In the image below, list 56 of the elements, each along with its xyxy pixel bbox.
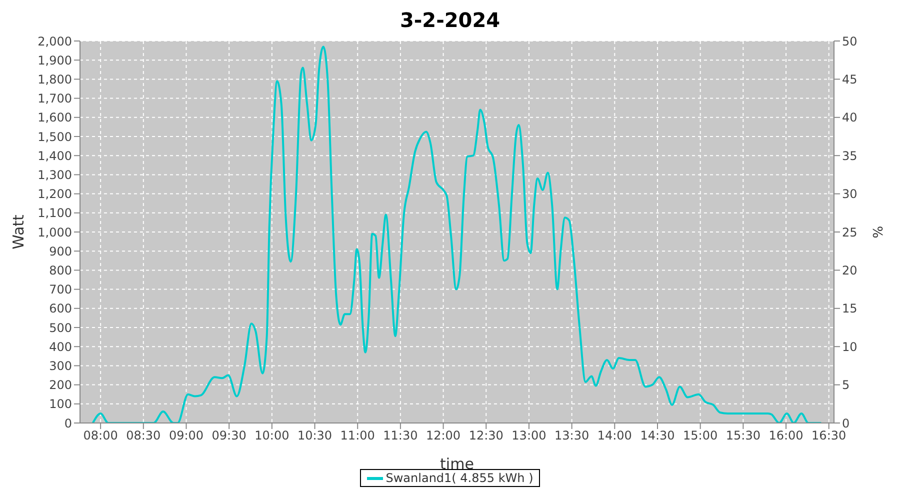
x-tick-label: 08:00 — [83, 428, 118, 443]
y-tick-label: 900 — [49, 244, 72, 258]
y-tick-label: 100 — [49, 397, 72, 412]
y-tick-label: 1,700 — [38, 92, 72, 106]
y-tick-label: 1,400 — [38, 148, 72, 163]
y-tick-label: 300 — [49, 358, 72, 373]
y2-tick-label: 45 — [842, 72, 858, 86]
x-tick-label: 11:30 — [383, 428, 418, 443]
line-series — [92, 46, 822, 423]
y-tick-label: 800 — [49, 263, 72, 278]
x-tick-label: 16:30 — [812, 428, 846, 443]
y2-tick-label: 15 — [842, 302, 858, 316]
y-tick-label: 2,000 — [38, 34, 72, 48]
x-tick-label: 13:30 — [554, 428, 590, 443]
y-tick-label: 1,100 — [38, 206, 72, 220]
y2-tick-label: 35 — [842, 148, 858, 163]
chart-title: 3-2-2024 — [398, 8, 502, 34]
x-tick-label: 10:00 — [254, 428, 290, 443]
y2-tick-label: 30 — [842, 187, 858, 202]
y-tick-label: 1,900 — [38, 53, 72, 68]
y2-tick-label: 50 — [842, 34, 858, 48]
y2-tick-label: 20 — [842, 263, 858, 278]
x-tick-label: 10:30 — [297, 428, 332, 443]
x-tick-label: 16:00 — [768, 428, 804, 443]
x-axis-title: time — [440, 455, 474, 473]
y-tick-label: 600 — [49, 302, 72, 316]
x-tick-label: 08:30 — [126, 428, 161, 443]
y-tick-label: 400 — [49, 340, 72, 354]
x-tick-label: 09:30 — [212, 428, 246, 443]
y-axis-title: Watt — [9, 214, 28, 250]
x-tick-label: 09:00 — [168, 428, 204, 443]
x-tick-label: 11:00 — [340, 428, 375, 443]
y-tick-label: 1,300 — [38, 168, 72, 182]
y2-tick-label: 40 — [842, 110, 858, 125]
y2-axis-title: % — [872, 226, 887, 238]
y-tick-label: 1,500 — [38, 130, 72, 144]
y2-tick-label: 25 — [842, 225, 858, 240]
y-tick-label: 1,200 — [38, 187, 72, 202]
legend-label: Swanland1( 4.855 kWh ) — [386, 471, 534, 485]
y-tick-label: 700 — [49, 282, 72, 297]
y-tick-label: 1,600 — [38, 110, 72, 125]
y-tick-label: 1,800 — [38, 72, 72, 86]
x-tick-label: 14:00 — [597, 428, 632, 443]
y-tick-label: 500 — [49, 320, 72, 335]
x-tick-label: 15:30 — [726, 428, 760, 443]
y-tick-label: 0 — [64, 416, 72, 430]
y2-tick-label: 0 — [842, 416, 850, 430]
y2-tick-label: 10 — [842, 340, 858, 354]
x-tick-label: 15:00 — [683, 428, 718, 443]
x-tick-label: 12:00 — [426, 428, 461, 443]
y-tick-label: 1,000 — [38, 225, 72, 240]
x-tick-label: 12:30 — [468, 428, 504, 443]
y-tick-label: 200 — [49, 378, 72, 392]
y2-tick-label: 5 — [842, 378, 850, 392]
x-tick-label: 13:00 — [512, 428, 546, 443]
x-tick-label: 14:30 — [640, 428, 675, 443]
